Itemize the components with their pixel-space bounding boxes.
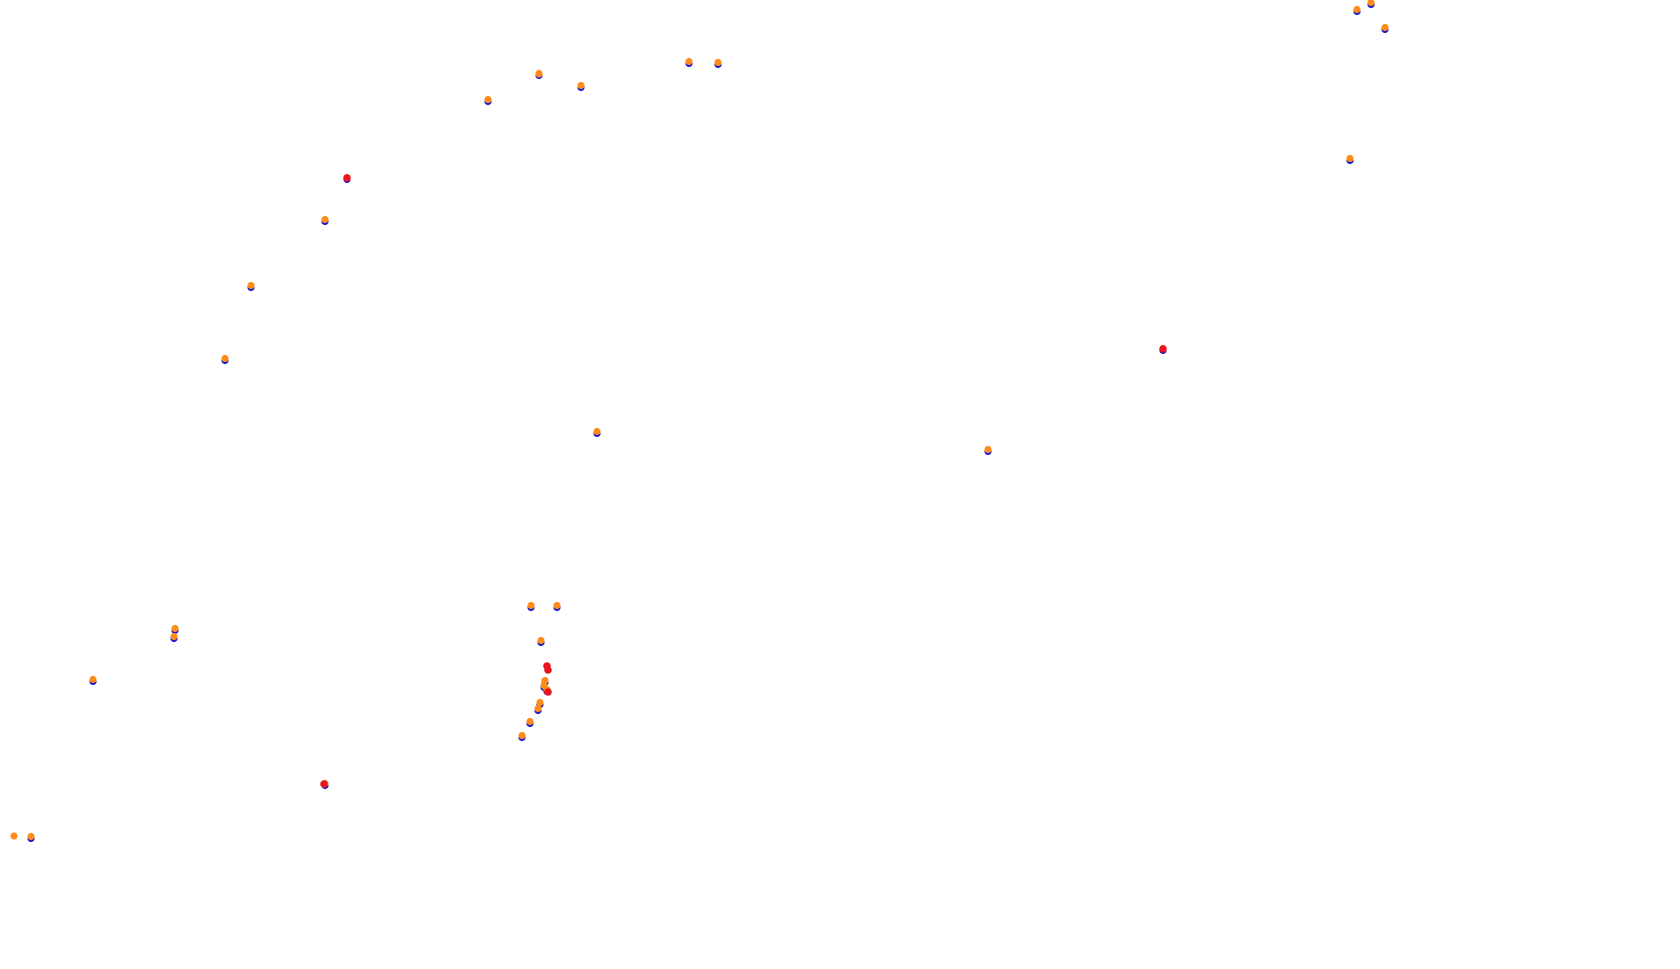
red-marker [544, 688, 552, 696]
orange-marker [10, 832, 18, 840]
marker-pair [1381, 23, 1389, 34]
marker-pair [247, 281, 255, 292]
orange-marker [527, 601, 535, 610]
marker-pair [171, 624, 179, 635]
red-marker [343, 174, 351, 182]
marker-pair [518, 731, 526, 742]
marker-pair [593, 427, 601, 438]
marker-pair [577, 81, 585, 92]
orange-marker [535, 70, 543, 78]
orange-marker [1346, 154, 1354, 163]
orange-marker [593, 427, 601, 436]
orange-marker [1381, 23, 1389, 32]
single-markers-layer [10, 70, 543, 840]
red-marker [544, 666, 552, 674]
marker-pair [526, 717, 534, 728]
orange-marker [518, 731, 526, 740]
marker-pair [1353, 5, 1361, 16]
marker-pair [527, 601, 535, 612]
marker-pair [27, 832, 35, 843]
orange-marker [170, 632, 178, 641]
orange-marker [534, 704, 542, 713]
orange-marker [984, 445, 992, 454]
marker-pair [321, 215, 329, 226]
highlight-markers-layer [320, 174, 1167, 788]
marker-pair [537, 636, 545, 647]
marker-pair [714, 58, 722, 69]
orange-marker [526, 717, 534, 726]
orange-marker [537, 636, 545, 645]
marker-pair [685, 57, 693, 68]
orange-marker [27, 832, 35, 841]
marker-pair [221, 354, 229, 365]
marker-pair [534, 704, 542, 715]
orange-marker [536, 698, 544, 707]
marker-pair [484, 95, 492, 106]
marker-pair [1346, 154, 1354, 165]
marker-pair [553, 601, 561, 612]
red-marker [320, 780, 328, 788]
orange-marker [221, 354, 229, 363]
orange-marker [685, 57, 693, 66]
orange-marker [89, 675, 97, 684]
orange-marker [577, 81, 585, 90]
orange-marker [553, 601, 561, 610]
marker-pair [89, 675, 97, 686]
red-marker [1159, 345, 1167, 353]
marker-pair [1367, 0, 1375, 9]
orange-marker [714, 58, 722, 67]
marker-pair [170, 632, 178, 643]
orange-marker [321, 215, 329, 224]
orange-marker [1367, 0, 1375, 7]
marker-pair [984, 445, 992, 456]
orange-marker [1353, 5, 1361, 14]
orange-marker [247, 281, 255, 290]
orange-marker [171, 624, 179, 633]
orange-marker [484, 95, 492, 104]
